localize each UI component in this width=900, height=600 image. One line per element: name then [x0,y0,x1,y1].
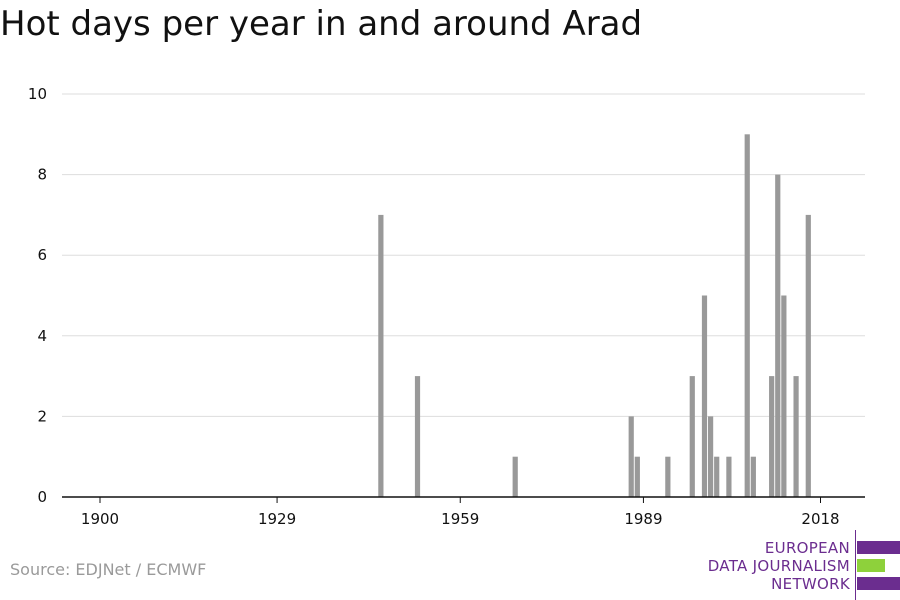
logo-bar-purple-top [857,541,900,554]
y-tick-label: 8 [37,166,47,184]
bar-2014 [793,376,799,497]
bar-2012 [781,295,787,497]
y-tick-label: 10 [28,85,47,103]
y-axis-ticks: 0 2 4 6 8 10 [28,85,47,506]
bar-1999 [701,295,708,497]
source-note: Source: EDJNet / ECMWF [10,560,207,579]
bar-2000 [707,416,714,497]
bar-2007 [750,456,756,497]
y-tick-label: 4 [37,327,47,345]
x-tick-label: 2018 [801,510,839,528]
x-tick-label: 1929 [258,510,296,528]
bar-1988 [634,456,640,497]
bar-1946 [378,214,384,497]
edjnet-logo: EUROPEAN DATA JOURNALISM NETWORK [700,530,900,600]
bar-1952 [414,376,421,497]
x-tick-label: 1900 [81,510,119,528]
logo-divider [855,530,856,600]
x-axis-ticks: 1900 1929 1959 1989 2018 [81,497,840,528]
y-tick-label: 6 [37,246,47,264]
logo-line-3: NETWORK [771,575,850,593]
bar-1993 [665,456,671,497]
bar-2010 [769,376,775,497]
logo-line-2: DATA JOURNALISM [707,557,850,575]
bar-1968 [512,456,518,497]
gridlines [62,93,865,417]
bar-2006 [744,134,750,498]
y-tick-label: 2 [37,407,47,425]
logo-bar-green [857,559,885,572]
chart-title: Hot days per year in and around Arad [0,4,643,44]
bar-2016 [805,214,811,497]
x-tick-label: 1989 [624,510,662,528]
logo-bar-purple-bottom [857,577,900,590]
bar-1987 [628,416,634,497]
y-tick-label: 0 [37,488,47,506]
bar-2003 [726,456,732,497]
x-tick-label: 1959 [441,510,479,528]
bar-2001 [714,456,720,497]
logo-line-1: EUROPEAN [764,539,850,557]
bar-2011 [775,174,781,497]
bars [378,134,811,498]
bar-1997 [689,376,695,497]
